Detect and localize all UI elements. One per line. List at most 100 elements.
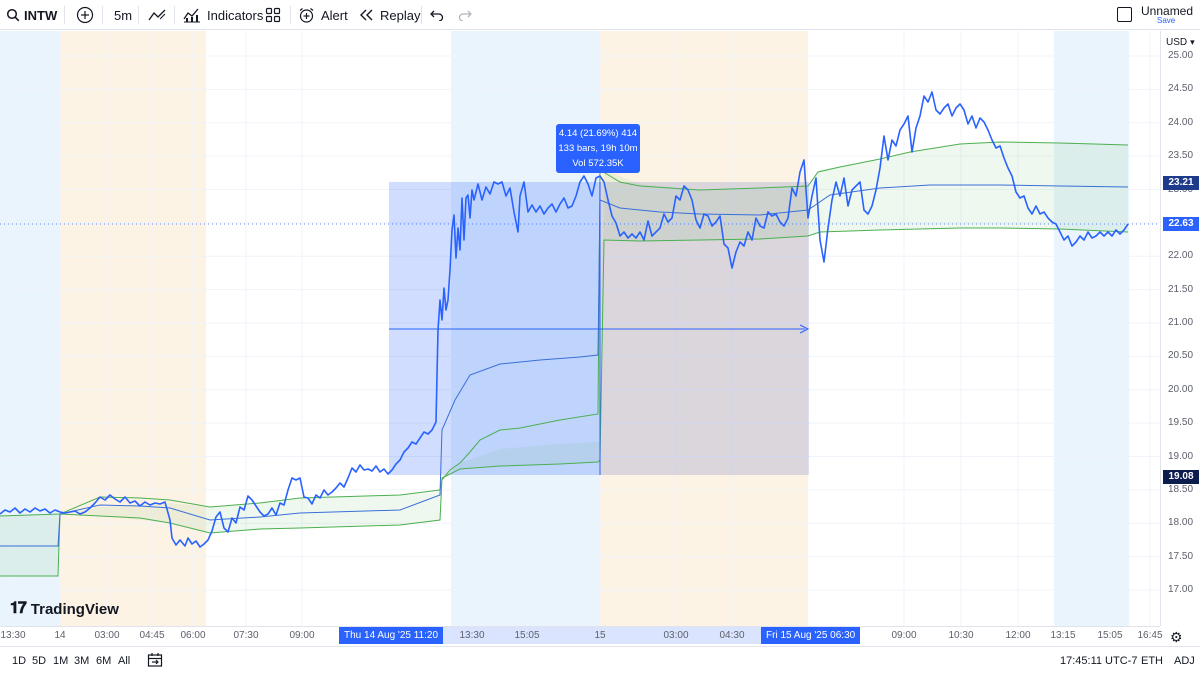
layout-templates-button[interactable] <box>265 0 281 30</box>
time-tick-label: 03:00 <box>663 630 689 641</box>
price-tick-label: 21.50 <box>1168 283 1194 295</box>
toolbar-divider <box>138 6 139 24</box>
bottom-toolbar <box>0 646 1200 675</box>
time-tick-label: 09:00 <box>289 630 315 641</box>
time-tick-label: 15:05 <box>1097 630 1123 641</box>
clock-timezone[interactable]: 17:45:11 UTC-7 <box>1060 655 1138 667</box>
line-chart-icon <box>147 7 167 23</box>
price-tick-label: 19.00 <box>1168 450 1194 462</box>
compare-symbol-button[interactable] <box>76 0 94 30</box>
range-1m-button[interactable]: 1M <box>53 655 69 667</box>
extended-session-bg <box>0 31 60 626</box>
range-start-badge: Thu 14 Aug '25 11:20 <box>339 627 444 644</box>
price-tick-label: 25.00 <box>1168 50 1194 61</box>
rewind-icon <box>358 8 374 22</box>
range-3m-button[interactable]: 3M <box>74 655 90 667</box>
price-tick-label: 24.50 <box>1168 83 1194 95</box>
redo-icon <box>458 9 472 21</box>
time-tick-label: 09:00 <box>891 630 917 641</box>
save-link[interactable]: Save <box>1157 16 1176 25</box>
price-tick-label: 17.50 <box>1168 550 1194 562</box>
time-tick-label: 04:30 <box>719 630 745 641</box>
measure-tooltip: 4.14 (21.69%) 414 133 bars, 19h 10m Vol … <box>556 124 640 173</box>
interval-label: 5m <box>114 7 133 23</box>
range-1d-button[interactable]: 1D <box>12 655 27 667</box>
range-end-badge: Fri 15 Aug '25 06:30 <box>761 627 861 644</box>
alert-label: Alert <box>321 7 348 23</box>
chevron-down-icon: ▾ <box>1190 37 1195 47</box>
alert-button[interactable]: Alert <box>298 0 348 30</box>
lower-band-line <box>0 227 1129 577</box>
redo-button[interactable] <box>458 0 472 30</box>
gear-icon[interactable]: ⚙ <box>1170 629 1183 645</box>
time-tick-label: 04:45 <box>139 630 165 641</box>
time-tick-label: 15:05 <box>514 630 540 641</box>
time-range-highlight <box>389 627 809 644</box>
tradingview-logo[interactable]: 𝟏𝟕 TradingView <box>10 600 119 618</box>
price-axis[interactable] <box>1160 31 1200 626</box>
go-to-date-button[interactable] <box>147 652 163 671</box>
time-tick-label: 14 <box>54 630 66 641</box>
time-tick-label: 15 <box>594 630 606 641</box>
grid-icon <box>265 7 281 23</box>
vwap-line <box>0 184 1129 547</box>
symbol-search[interactable]: INTW <box>6 0 57 30</box>
measure-volume: Vol 572.35K <box>572 158 624 169</box>
upper-band-price-badge: 23.21 <box>1163 176 1199 190</box>
measure-arrow-head <box>799 324 810 334</box>
chart-type-button[interactable] <box>147 0 167 30</box>
top-toolbar <box>0 0 1200 30</box>
interval-button[interactable]: 5m <box>114 0 132 30</box>
time-tick-label: 13:15 <box>1050 630 1076 641</box>
time-tick-label: 16:45 <box>1137 630 1163 641</box>
currency-selector[interactable]: USD ▾ <box>1166 37 1195 48</box>
session-toggle[interactable]: ETH <box>1141 655 1163 667</box>
toolbar-divider <box>174 6 175 24</box>
tradingview-wordmark: TradingView <box>30 600 119 618</box>
chart-canvas <box>0 31 1160 626</box>
range-6m-button[interactable]: 6M <box>96 655 112 667</box>
price-tick-label: 20.00 <box>1168 383 1194 395</box>
adjust-toggle[interactable]: ADJ <box>1174 655 1195 667</box>
price-tick-label: 22.00 <box>1168 250 1194 262</box>
undo-button[interactable] <box>430 0 444 30</box>
replay-button[interactable]: Replay <box>358 0 420 30</box>
toolbar-divider <box>421 6 422 24</box>
replay-label: Replay <box>380 7 421 23</box>
measure-change: 4.14 (21.69%) 414 <box>558 128 638 139</box>
time-tick-label: 07:30 <box>233 630 259 641</box>
currency-label: USD <box>1166 37 1188 48</box>
undo-icon <box>430 9 444 21</box>
symbol-name: INTW <box>24 7 58 23</box>
price-tick-label: 21.00 <box>1168 317 1194 328</box>
indicators-icon <box>183 7 201 23</box>
measure-bars: 133 bars, 19h 10m <box>558 143 638 154</box>
range-all-button[interactable]: All <box>118 655 131 667</box>
time-tick-label: 13:30 <box>459 630 485 641</box>
toolbar-divider <box>290 6 291 24</box>
time-tick-label: 10:30 <box>948 630 974 641</box>
extended-session-bg <box>1054 31 1129 626</box>
price-line <box>0 91 1129 548</box>
price-tick-label: 23.50 <box>1168 150 1194 162</box>
toolbar-divider <box>102 6 103 24</box>
time-tick-label: 06:00 <box>180 630 206 641</box>
toolbar-divider <box>64 6 65 24</box>
chart-pane[interactable] <box>0 31 1160 626</box>
last-price-badge: 22.63 <box>1163 217 1199 231</box>
indicators-button[interactable]: Indicators <box>183 0 263 30</box>
price-tick-label: 19.50 <box>1168 417 1194 429</box>
time-tick-label: 12:00 <box>1005 630 1031 641</box>
price-tick-label: 18.50 <box>1168 483 1194 495</box>
layout-name[interactable]: Unnamed <box>1141 4 1194 18</box>
indicators-label: Indicators <box>207 7 264 23</box>
price-tick-label: 20.50 <box>1168 350 1194 362</box>
tradingview-mark-icon: 𝟏𝟕 <box>10 600 27 617</box>
price-tick-label: 24.00 <box>1168 116 1194 128</box>
price-tick-label: 18.00 <box>1168 517 1194 529</box>
range-5d-button[interactable]: 5D <box>32 655 47 667</box>
time-tick-label: 03:00 <box>94 630 120 641</box>
calendar-icon <box>147 653 163 671</box>
add-circle-icon <box>76 6 94 24</box>
layout-checkbox[interactable] <box>1117 7 1132 22</box>
